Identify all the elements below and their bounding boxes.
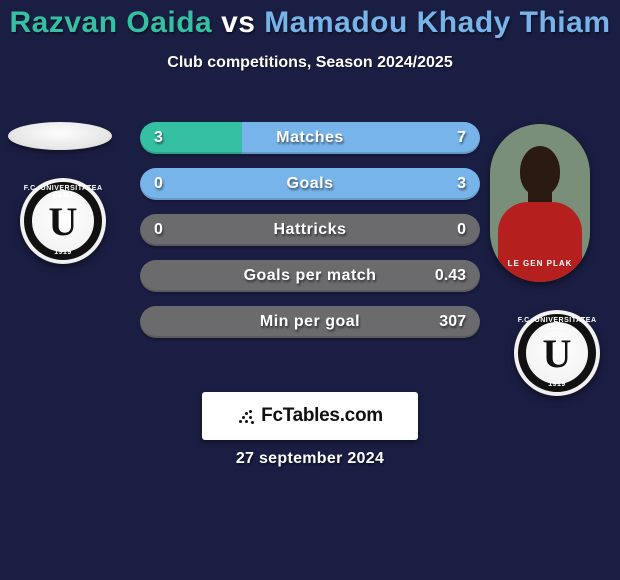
stat-label: Min per goal bbox=[188, 313, 432, 331]
date-label: 27 september 2024 bbox=[0, 450, 620, 468]
stats-rows: 3Matches70Goals30Hattricks0Goals per mat… bbox=[140, 122, 480, 352]
shirt-text: LE GEN PLAK bbox=[498, 259, 582, 268]
stat-label: Goals bbox=[188, 175, 432, 193]
badge-letter: U bbox=[543, 330, 572, 377]
subtitle: Club competitions, Season 2024/2025 bbox=[0, 54, 620, 72]
stat-label: Matches bbox=[188, 129, 432, 147]
stat-row: Goals per match0.43 bbox=[140, 260, 480, 292]
player2-avatar: LE GEN PLAK bbox=[490, 124, 590, 282]
player1-avatar bbox=[8, 122, 112, 150]
stat-p2-value: 0.43 bbox=[432, 267, 466, 285]
vs-label: vs bbox=[221, 6, 255, 39]
player1-name: Razvan Oaida bbox=[9, 6, 212, 39]
player2-club-badge: F.C. UNIVERSITATEA CLUJ U 1919 bbox=[514, 310, 600, 396]
player1-club-badge: F.C. UNIVERSITATEA CLUJ U 1919 bbox=[20, 178, 106, 264]
stat-p2-value: 3 bbox=[432, 175, 466, 193]
stat-row: Min per goal307 bbox=[140, 306, 480, 338]
stat-p1-value: 0 bbox=[154, 175, 188, 193]
stat-p2-value: 7 bbox=[432, 129, 466, 147]
stat-p2-value: 307 bbox=[432, 313, 466, 331]
stat-p1-value: 0 bbox=[154, 221, 188, 239]
ball-icon bbox=[237, 407, 255, 425]
player2-name: Mamadou Khady Thiam bbox=[264, 6, 610, 39]
stat-label: Goals per match bbox=[188, 267, 432, 285]
stat-p2-value: 0 bbox=[432, 221, 466, 239]
badge-letter: U bbox=[49, 198, 78, 245]
comparison-title: Razvan Oaida vs Mamadou Khady Thiam bbox=[0, 0, 620, 40]
stat-row: 3Matches7 bbox=[140, 122, 480, 154]
stat-p1-value: 3 bbox=[154, 129, 188, 147]
stat-row: 0Hattricks0 bbox=[140, 214, 480, 246]
fctables-text: FcTables.com bbox=[261, 405, 383, 427]
fctables-watermark: FcTables.com bbox=[202, 392, 418, 440]
stat-row: 0Goals3 bbox=[140, 168, 480, 200]
stat-label: Hattricks bbox=[188, 221, 432, 239]
